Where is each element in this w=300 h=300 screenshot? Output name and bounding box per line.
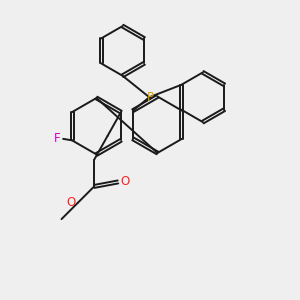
Text: O: O xyxy=(67,196,76,209)
Text: P: P xyxy=(147,91,154,104)
Text: O: O xyxy=(120,176,129,188)
Text: F: F xyxy=(54,132,61,146)
